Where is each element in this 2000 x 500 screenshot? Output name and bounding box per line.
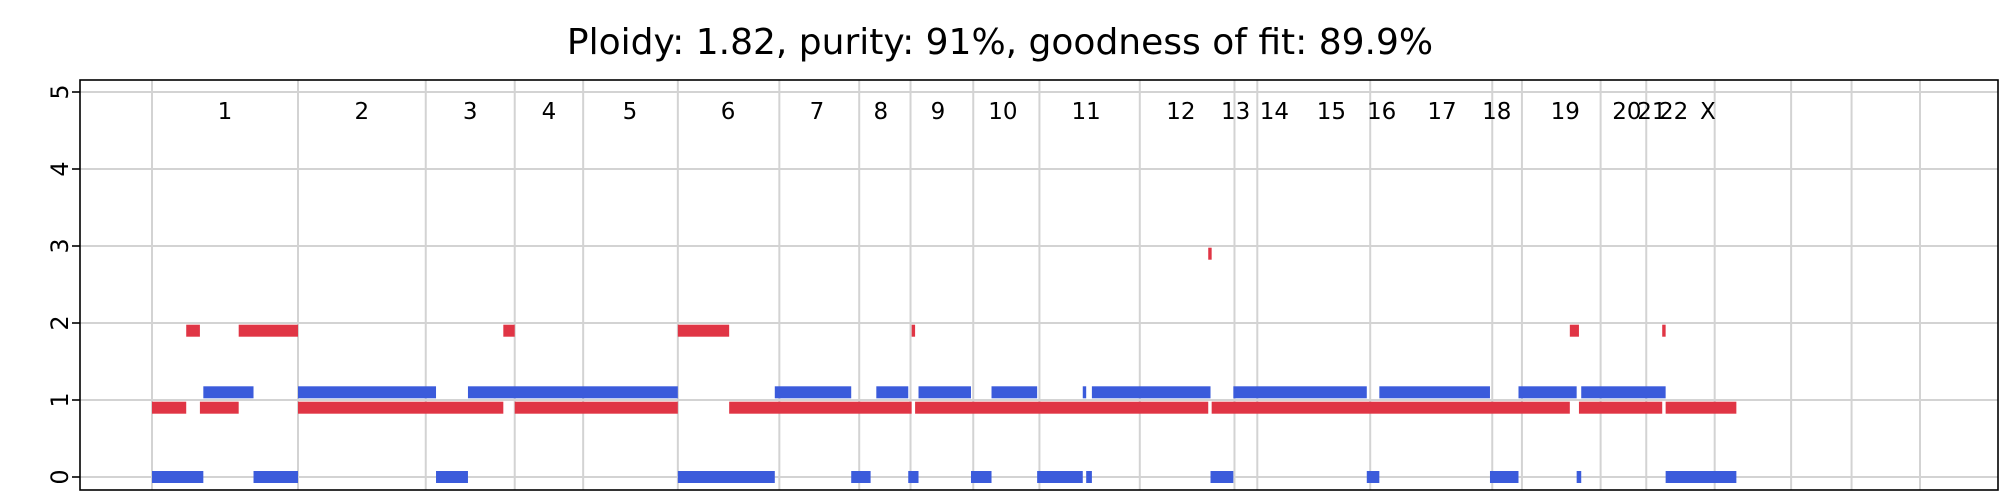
cn-segment <box>1037 471 1083 483</box>
cn-segment <box>253 471 299 483</box>
plot-frame <box>79 79 1999 491</box>
chromosome-label: 8 <box>874 99 889 125</box>
chromosome-label: 11 <box>1072 99 1101 125</box>
chromosome-label: 2 <box>355 99 370 125</box>
chromosome-label: 20 <box>1612 99 1641 125</box>
cn-segment <box>298 401 504 414</box>
chromosome-label: 4 <box>542 99 557 125</box>
chromosome-label: 17 <box>1427 99 1456 125</box>
y-tick-label: 2 <box>46 315 74 330</box>
cn-segment <box>436 471 468 483</box>
cn-segment <box>1665 401 1737 414</box>
cn-segment <box>1233 386 1367 399</box>
cn-segment <box>915 401 1209 414</box>
cn-segment <box>467 386 678 399</box>
y-tick-label: 0 <box>46 469 74 484</box>
cn-segment <box>186 324 200 337</box>
cn-segment <box>199 401 239 414</box>
cn-segment <box>774 386 852 399</box>
cn-segment <box>1211 401 1570 414</box>
chromosome-label: 16 <box>1367 99 1396 125</box>
cn-segment <box>514 401 678 414</box>
cn-segment <box>238 324 299 337</box>
cn-segment <box>729 401 912 414</box>
grid <box>80 80 1998 490</box>
cn-segment <box>918 386 971 399</box>
cn-segment <box>1578 401 1663 414</box>
chromosome-label: 12 <box>1166 99 1195 125</box>
cn-segment <box>152 471 204 483</box>
cn-segment <box>677 471 775 483</box>
chromosome-label: 15 <box>1317 99 1346 125</box>
y-tick-label: 1 <box>46 392 74 407</box>
cn-segment <box>991 386 1038 399</box>
chromosome-label: 3 <box>463 99 478 125</box>
chromosome-label: X <box>1700 99 1716 125</box>
y-axis: 0 1 2 3 4 5 <box>46 84 80 485</box>
cn-segment <box>851 471 871 483</box>
cn-segment <box>1576 471 1582 483</box>
chromosome-label: 1 <box>218 99 233 125</box>
chromosome-label: 22 <box>1659 99 1688 125</box>
cn-segment <box>908 471 919 483</box>
chart-title: Ploidy: 1.82, purity: 91%, goodness of f… <box>567 22 1433 63</box>
cn-segment <box>876 386 909 399</box>
chromosome-label: 21 <box>1637 99 1666 125</box>
cn-segment <box>1581 386 1666 399</box>
chromosome-label: 19 <box>1551 99 1580 125</box>
y-tick-label: 5 <box>46 84 74 99</box>
cn-segment <box>1366 471 1380 483</box>
chromosome-label: 14 <box>1260 99 1289 125</box>
cn-segment <box>298 386 437 399</box>
cn-segment <box>1379 386 1490 399</box>
chromosome-label: 6 <box>721 99 736 125</box>
cn-segment <box>1489 471 1519 483</box>
y-tick-label: 4 <box>46 161 74 176</box>
chromosome-label: 13 <box>1221 99 1250 125</box>
cn-segment <box>1569 324 1579 337</box>
cn-segment <box>1082 386 1087 399</box>
cn-segment <box>970 471 992 483</box>
cn-segment <box>1086 471 1092 483</box>
cn-segment <box>1091 386 1211 399</box>
cn-segment <box>503 324 515 337</box>
chromosome-label: 10 <box>988 99 1017 125</box>
cn-segment <box>1665 471 1737 483</box>
cn-segment <box>1210 471 1234 483</box>
cn-segment <box>1518 386 1577 399</box>
cn-segment <box>152 401 187 414</box>
cn-segment <box>911 324 916 337</box>
cn-segment <box>203 386 254 399</box>
chromosome-label: 18 <box>1482 99 1511 125</box>
segments-layer <box>152 247 1737 483</box>
y-tick-label: 3 <box>46 238 74 253</box>
cn-segment <box>677 324 730 337</box>
chromosome-label: 9 <box>931 99 946 125</box>
chromosome-label: 5 <box>623 99 638 125</box>
chromosome-label: 7 <box>810 99 825 125</box>
cn-segment <box>1208 247 1212 260</box>
cn-segment <box>1662 324 1666 337</box>
